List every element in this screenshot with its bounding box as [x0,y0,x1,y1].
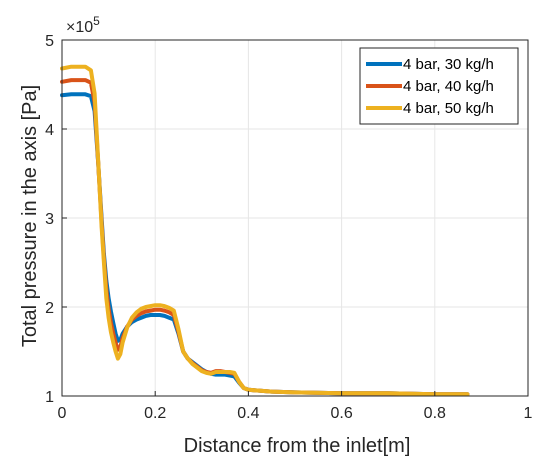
series-line-3 [60,64,470,397]
y-tick-label: 4 [45,122,54,139]
y-axis-label: Total pressure in the axis [Pa] [19,85,41,347]
legend-label-1: 4 bar, 30 kg/h [403,56,494,73]
x-axis-ticks: 0 0.2 0.4 0.6 0.8 1 [58,391,533,422]
x-tick-label: 0.4 [237,405,259,422]
x-tick-label: 0.2 [144,405,166,422]
legend-label-2: 4 bar, 40 kg/h [403,78,494,95]
x-tick-label: 0.8 [424,405,446,422]
legend-label-3: 4 bar, 50 kg/h [403,100,494,117]
legend: 4 bar, 30 kg/h 4 bar, 40 kg/h 4 bar, 50 kg… [359,47,519,125]
y-axis-ticks: 1 2 3 4 5 [45,33,67,406]
x-tick-label: 0 [58,405,67,422]
y-tick-label: 5 [45,33,54,50]
y-tick-label: 1 [45,389,54,406]
series-lines [60,64,470,397]
x-axis-label: Distance from the inlet[m] [184,435,411,457]
x-tick-label: 0.6 [330,405,352,422]
y-axis-exponent: ×105 [66,14,100,36]
x-tick-label: 1 [524,405,533,422]
y-tick-label: 2 [45,300,54,317]
y-tick-label: 3 [45,211,54,228]
legend-box [359,47,519,125]
